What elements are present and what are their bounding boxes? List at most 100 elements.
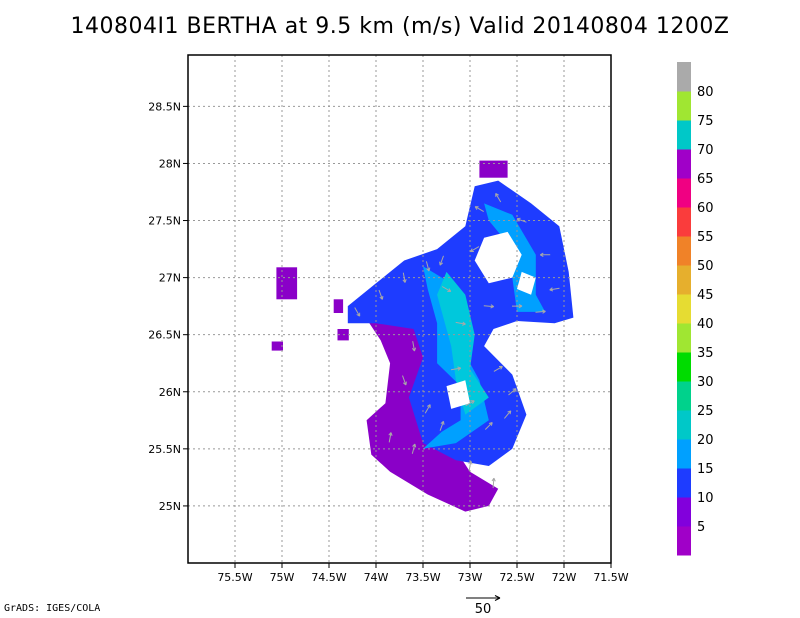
purple-patch [276, 267, 298, 300]
wind-vector-arrow [469, 246, 480, 253]
x-tick-label: 73.5W [405, 571, 440, 584]
x-tick-label: 74W [364, 571, 389, 584]
x-tick-label: 73W [458, 571, 483, 584]
wind-vector-arrow [468, 460, 473, 471]
y-tick-label: 25N [159, 500, 181, 513]
wind-vector-arrow [402, 375, 407, 386]
x-tick-label: 72W [552, 571, 577, 584]
vector-key-arrowhead [494, 595, 501, 601]
wind-vector-arrow [493, 365, 503, 372]
wind-vector-arrow [504, 410, 512, 419]
colorbar-swatch [677, 149, 691, 179]
wind-vector-arrow [378, 289, 384, 300]
y-tick-label: 28.5N [148, 100, 181, 113]
colorbar-swatch [677, 526, 691, 556]
colorbar-swatch [677, 265, 691, 295]
y-tick-label: 27N [159, 272, 181, 285]
colorbar-label: 75 [697, 114, 714, 129]
y-axis: 25N 25.5N 26N 26.5N 27N 27.5N 28N 28.5N [148, 100, 188, 513]
colorbar-label: 20 [697, 433, 714, 448]
plot-frame [187, 54, 612, 564]
x-tick-label: 74.5W [311, 571, 346, 584]
wind-vector-arrow [484, 422, 493, 430]
colorbar-label: 50 [697, 259, 714, 274]
colorbar-label: 5 [697, 520, 705, 535]
data-gap-north [474, 231, 522, 284]
data-gap-northeast [517, 271, 536, 295]
wind-vector-arrow [491, 477, 496, 489]
y-tick-label: 26N [159, 386, 181, 399]
colorbar-swatch [677, 323, 691, 353]
y-tick-label: 25.5N [148, 443, 181, 456]
cyan-core [437, 271, 489, 415]
colorbar-label: 25 [697, 404, 714, 419]
colorbar-label: 15 [697, 462, 714, 477]
colorbar-label: 45 [697, 288, 714, 303]
wind-vector-arrow [539, 252, 551, 257]
wind-vector-arrow [483, 304, 495, 309]
colorbar-label: 70 [697, 143, 714, 158]
y-tick-label: 27.5N [148, 215, 181, 228]
colorbar-swatch [677, 410, 691, 440]
wind-vector-arrow [439, 420, 445, 431]
colorbar-swatch [677, 207, 691, 237]
wind-vector-arrow [441, 286, 452, 292]
wind-vector-arrow [424, 404, 431, 414]
colorbar: 5 10 15 20 25 30 35 40 45 50 55 60 65 70 75 80 [677, 62, 714, 556]
wind-vector-arrow [508, 388, 517, 396]
x-axis: 75.5W 75W 74.5W 74W 73.5W 73W 72.5W 72W 71.5W [217, 563, 629, 584]
data-gap-center [446, 380, 470, 409]
colorbar-label: 40 [697, 317, 714, 332]
wind-vector-arrow [549, 287, 560, 292]
colorbar-swatch [677, 352, 691, 382]
wind-vector-arrow [411, 443, 417, 454]
wind-vector-arrow [402, 272, 407, 283]
wind-vector-arrow [450, 366, 462, 371]
x-tick-label: 75W [270, 571, 295, 584]
x-tick-label: 72.5W [499, 571, 534, 584]
colorbar-swatch [677, 381, 691, 411]
y-tick-label: 28N [159, 157, 181, 170]
colorbar-label: 80 [697, 85, 714, 100]
purple-patch [479, 160, 508, 178]
wind-vectors [354, 192, 560, 489]
colorbar-label: 55 [697, 230, 714, 245]
grads-credit: GrADS: IGES/COLA [4, 603, 101, 614]
vector-key-label: 50 [475, 602, 492, 617]
wind-vector-arrow [411, 341, 417, 352]
colorbar-label: 10 [697, 491, 714, 506]
colorbar-label: 30 [697, 375, 714, 390]
chart-title: 140804I1 BERTHA at 9.5 km (m/s) Valid 20… [70, 14, 730, 39]
colorbar-label: 35 [697, 346, 714, 361]
colorbar-swatch [677, 497, 691, 527]
colorbar-label: 65 [697, 172, 714, 187]
colorbar-swatch [677, 468, 691, 498]
wind-vector-arrow [516, 217, 527, 223]
wind-vector-arrow [388, 432, 393, 443]
wind-vector-arrow [465, 400, 475, 407]
purple-patch [333, 299, 344, 313]
colorbar-swatch [677, 294, 691, 324]
vector-key: 50 [466, 595, 501, 617]
colorbar-swatch [677, 62, 691, 92]
wind-vector-arrow [455, 321, 466, 326]
colorbar-swatch [677, 236, 691, 266]
colorbar-label: 60 [697, 201, 714, 216]
x-tick-label: 71.5W [593, 571, 628, 584]
wind-vector-arrow [425, 261, 431, 272]
y-tick-label: 26.5N [148, 329, 181, 342]
colorbar-swatch [677, 439, 691, 469]
wind-vector-arrow [439, 255, 444, 266]
wind-vector-arrow [474, 206, 484, 213]
x-tick-label: 75.5W [217, 571, 252, 584]
wind-vector-arrow [512, 304, 523, 309]
grid-lines [188, 55, 611, 563]
colorbar-swatch [677, 178, 691, 208]
colorbar-swatch [677, 91, 691, 121]
wind-vector-arrow [354, 307, 361, 317]
wind-vector-arrow [535, 309, 546, 314]
colorbar-swatch [677, 120, 691, 150]
purple-patch [271, 341, 283, 351]
wind-vector-arrow [495, 192, 502, 203]
